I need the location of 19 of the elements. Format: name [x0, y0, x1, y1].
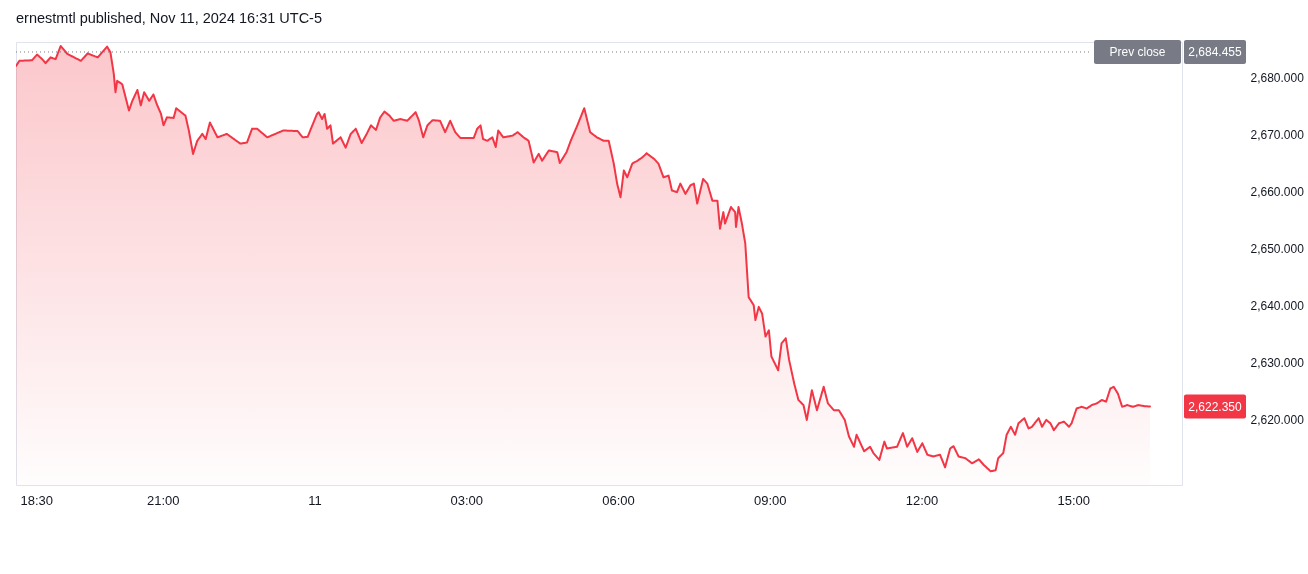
x-tick-label: 06:00: [602, 492, 635, 508]
x-tick-label: 09:00: [753, 492, 787, 508]
y-tick-label: 2,640.000: [1250, 299, 1305, 314]
text: 2,622.350: [1188, 399, 1243, 414]
y-tick-label: 2,670.000: [1250, 127, 1305, 142]
y-tick-label: 2,660.000: [1250, 185, 1305, 200]
x-tick-label: 11: [308, 492, 322, 508]
y-tick-label: 2,680.000: [1250, 70, 1305, 85]
y-tick-label: 2,620.000: [1250, 413, 1305, 428]
x-tick-label: 18:30: [20, 492, 54, 508]
ref-line-label: Prev close: [1109, 44, 1166, 59]
x-tick-label: 21:00: [146, 492, 180, 508]
x-tick-label: 03:00: [450, 492, 483, 508]
y-tick-label: 2,650.000: [1250, 242, 1305, 257]
chart-title: ernestmtl published, Nov 11, 2024 16:31 UTC-5: [16, 10, 323, 27]
text: 2,684.455: [1188, 44, 1243, 59]
y-tick-label: 2,630.000: [1250, 356, 1305, 371]
x-tick-label: 15:00: [1057, 492, 1091, 508]
x-tick-label: 12:00: [905, 492, 939, 508]
